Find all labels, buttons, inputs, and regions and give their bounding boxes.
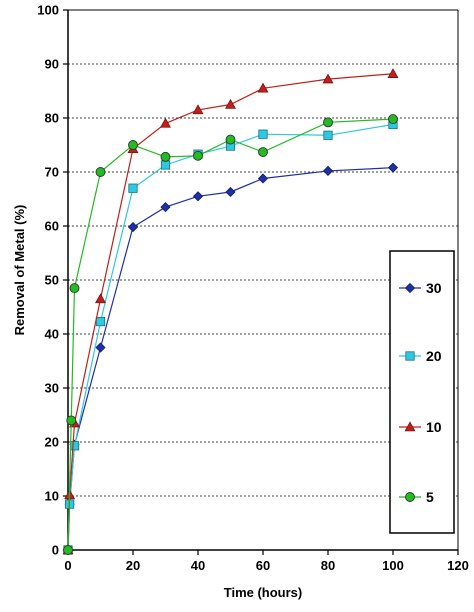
x-tick-label: 40 xyxy=(191,558,205,573)
x-axis-title: Time (hours) xyxy=(224,585,303,600)
legend-label-5: 5 xyxy=(426,489,434,505)
legend-entry-30: 30 xyxy=(399,280,442,296)
y-tick-label: 30 xyxy=(45,381,59,396)
x-tick-label: 20 xyxy=(126,558,140,573)
data-point-20 xyxy=(160,160,171,170)
data-point-5 xyxy=(193,150,203,161)
series-group xyxy=(62,68,399,556)
data-point-20 xyxy=(128,183,138,193)
x-tick-label: 80 xyxy=(321,558,335,573)
legend-entry-10: 10 xyxy=(399,419,442,435)
data-point-10 xyxy=(225,98,236,109)
data-point-10 xyxy=(192,104,204,115)
data-point-20 xyxy=(95,316,106,327)
data-point-5 xyxy=(323,117,333,128)
data-point-5 xyxy=(388,114,398,125)
data-point-5 xyxy=(225,134,236,145)
y-tick-label: 100 xyxy=(37,3,59,18)
x-tick-label: 120 xyxy=(447,558,469,573)
legend-marker-10 xyxy=(404,421,416,432)
y-tick-labels: 0 10 20 30 40 50 60 70 80 90 100 xyxy=(37,3,68,558)
data-point-30 xyxy=(127,222,139,233)
y-tick-label: 80 xyxy=(45,111,59,126)
data-point-10 xyxy=(387,68,399,78)
y-tick-label: 60 xyxy=(45,219,59,234)
y-tick-label: 20 xyxy=(45,435,59,450)
data-point-5 xyxy=(128,140,138,150)
x-tick-labels: 0 20 40 60 80 100 120 xyxy=(64,550,469,573)
y-tick-label: 50 xyxy=(45,273,59,288)
legend-entry-20: 20 xyxy=(399,348,442,364)
data-point-20 xyxy=(69,441,80,451)
y-tick-label: 70 xyxy=(45,165,59,180)
x-tick-label: 100 xyxy=(382,558,404,573)
y-tick-label: 40 xyxy=(45,327,59,342)
series-5 xyxy=(63,114,398,555)
data-point-10 xyxy=(257,82,269,93)
data-point-10 xyxy=(160,117,171,128)
data-point-5 xyxy=(63,545,73,555)
data-point-30 xyxy=(387,162,399,173)
data-point-20 xyxy=(258,129,268,139)
legend-box xyxy=(389,250,455,534)
legend: 30 20 10 5 xyxy=(389,250,455,534)
x-tick-label: 60 xyxy=(256,558,270,573)
legend-marker-30 xyxy=(404,282,416,294)
data-point-5 xyxy=(160,151,171,162)
y-tick-label: 90 xyxy=(45,57,59,72)
legend-entry-5: 5 xyxy=(399,489,434,505)
data-point-30 xyxy=(257,173,269,184)
legend-label-20: 20 xyxy=(426,348,442,364)
data-point-30 xyxy=(322,165,334,176)
legend-marker-20 xyxy=(405,351,415,361)
legend-marker-5 xyxy=(405,492,415,502)
data-point-30 xyxy=(192,191,204,202)
data-point-10 xyxy=(95,293,106,304)
data-point-30 xyxy=(95,342,106,353)
legend-label-30: 30 xyxy=(426,280,442,296)
data-point-5 xyxy=(258,147,268,157)
y-axis-title: Removal of Metal (%) xyxy=(12,205,27,336)
x-tick-label: 0 xyxy=(64,558,71,573)
data-point-5 xyxy=(69,283,80,294)
data-point-5 xyxy=(95,167,106,177)
y-tick-label: 10 xyxy=(45,489,59,504)
data-point-10 xyxy=(322,73,334,84)
y-tick-label: 0 xyxy=(52,543,59,558)
data-point-20 xyxy=(323,130,333,140)
legend-label-10: 10 xyxy=(426,419,442,435)
data-point-30 xyxy=(160,202,171,213)
data-point-30 xyxy=(225,186,236,198)
data-point-5 xyxy=(66,415,77,426)
